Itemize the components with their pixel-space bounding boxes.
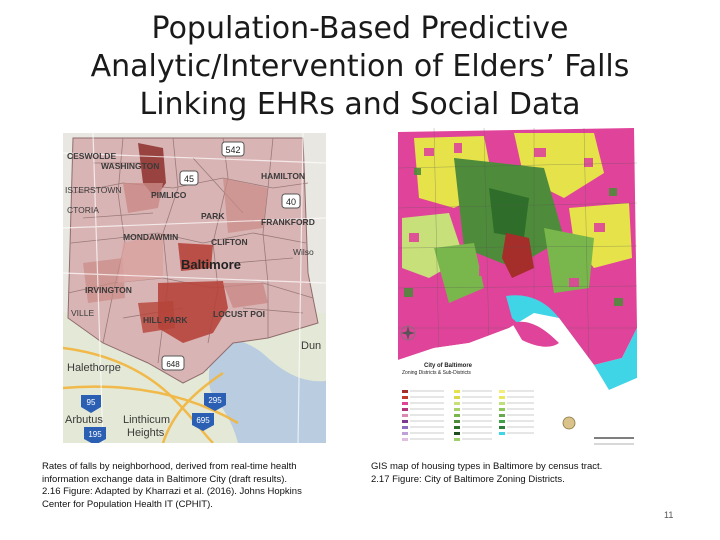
page-number: 11: [664, 510, 674, 520]
left-caption-description: Rates of falls by neighborhood, derived …: [42, 461, 297, 485]
label-dun: Dun: [301, 340, 321, 352]
title-line-3: Linking EHRs and Social Data: [139, 87, 581, 122]
label-hill-park: HILL PARK: [143, 315, 188, 325]
label-mondawmin: MONDAWMIN: [123, 232, 178, 242]
label-halethorpe: Halethorpe: [67, 362, 121, 374]
label-hamilton: HAMILTON: [261, 171, 305, 181]
label-washington: WASHINGTON: [101, 161, 159, 171]
slide-title: Population-Based Predictive Analytic/Int…: [20, 10, 700, 124]
shield-45: 45: [184, 174, 194, 184]
title-line-2: Analytic/Intervention of Elders’ Falls: [90, 49, 630, 84]
city-seal-icon: [562, 416, 576, 430]
label-ville: VILLE: [71, 308, 94, 318]
right-caption-description: GIS map of housing types in Baltimore by…: [371, 461, 603, 472]
compass-icon: [400, 325, 416, 341]
shield-695: 695: [196, 416, 210, 425]
label-arbutus: Arbutus: [65, 414, 103, 426]
label-irvington: IRVINGTON: [85, 285, 132, 295]
label-heights: Heights: [127, 427, 165, 439]
label-locust-point: LOCUST POI: [213, 309, 265, 319]
left-caption-source: 2.16 Figure: Adapted by Kharrazi et al. …: [42, 486, 302, 510]
label-isterstown: ISTERSTOWN: [65, 185, 122, 195]
title-line-1: Population-Based Predictive: [151, 11, 569, 46]
legend-swatches: [402, 390, 505, 441]
label-wilson: Wilso: [293, 247, 314, 257]
legend-subtitle: Zoning Districts & Sub-Districts: [402, 370, 471, 376]
label-frankford: FRANKFORD: [261, 217, 315, 227]
label-clifton: CLIFTON: [211, 237, 248, 247]
zoning-map: City of Baltimore Zoning Districts & Sub…: [394, 128, 645, 455]
interstate-shields: 542 45 40 95 195 695 295 648: [81, 141, 301, 443]
zoning-legend: City of Baltimore Zoning Districts & Sub…: [402, 363, 634, 445]
shield-648: 648: [166, 360, 180, 369]
shield-95: 95: [87, 398, 96, 407]
label-ctoria: CTORIA: [67, 205, 99, 215]
falls-rate-map-graphic: 542 45 40 95 195 695 295 648 CESWOLDE WA…: [63, 133, 326, 443]
label-park: PARK: [201, 211, 225, 221]
shield-40: 40: [286, 197, 296, 207]
harbor-water: [208, 333, 326, 443]
shield-195: 195: [88, 430, 102, 439]
falls-rate-map: 542 45 40 95 195 695 295 648 CESWOLDE WA…: [63, 133, 326, 443]
label-pimlico: PIMLICO: [151, 190, 187, 200]
right-figure-caption: GIS map of housing types in Baltimore by…: [371, 461, 661, 486]
right-caption-source: 2.17 Figure: City of Baltimore Zoning Di…: [371, 473, 565, 485]
shield-542: 542: [225, 145, 240, 155]
label-linthicum: Linthicum: [123, 414, 170, 426]
label-ceswolde: CESWOLDE: [67, 151, 116, 161]
label-baltimore: Baltimore: [181, 257, 241, 272]
shield-295: 295: [208, 396, 222, 405]
zoning-map-graphic: City of Baltimore Zoning Districts & Sub…: [394, 128, 645, 455]
left-figure-caption: Rates of falls by neighborhood, derived …: [42, 461, 322, 511]
legend-title: City of Baltimore: [424, 363, 473, 369]
